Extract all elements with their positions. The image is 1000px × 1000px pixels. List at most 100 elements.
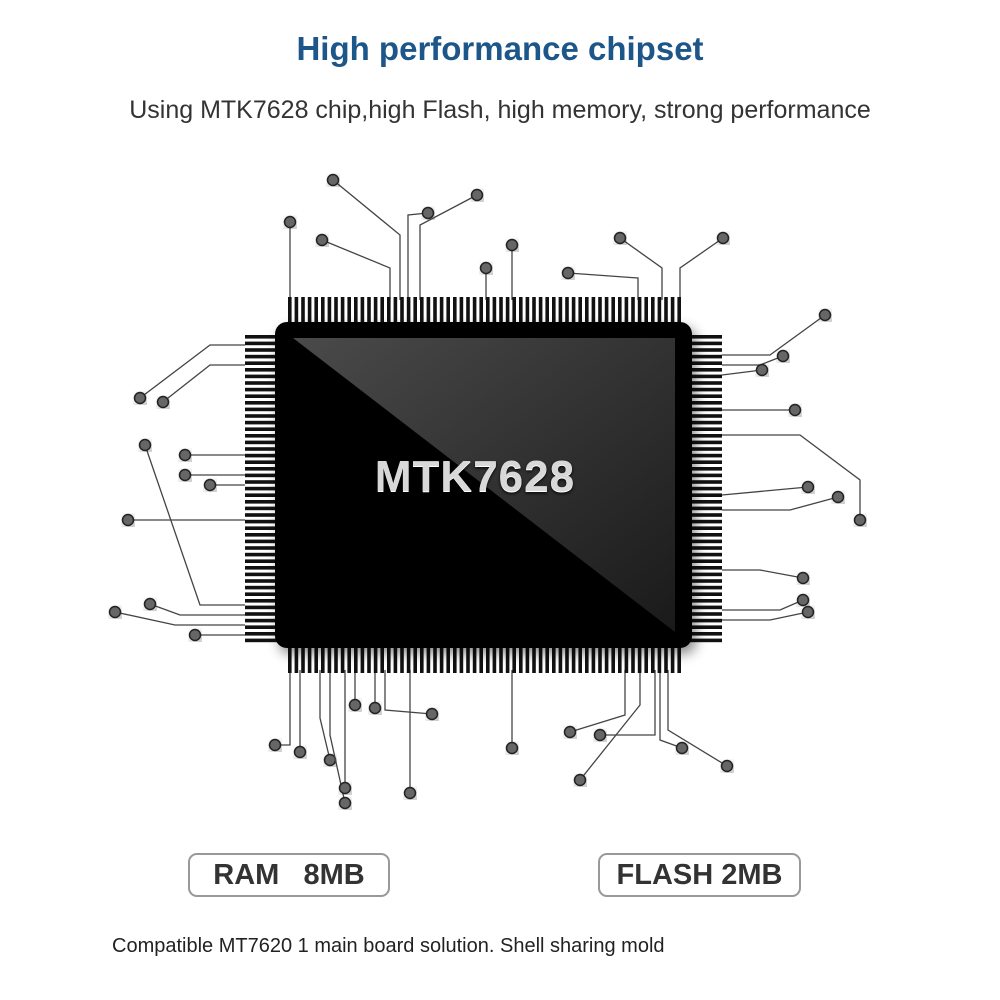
chip-pin — [571, 646, 576, 673]
chip-pin — [314, 297, 318, 324]
chip-pin — [245, 500, 277, 504]
circuit-trace — [275, 670, 291, 746]
trace-node — [108, 605, 122, 619]
trace-node — [315, 233, 329, 247]
chip-pin — [245, 427, 277, 431]
circuit-trace — [569, 670, 626, 733]
chip-pin — [245, 394, 277, 398]
chip-pin — [538, 297, 543, 324]
trace-node — [323, 753, 337, 767]
chip-pin — [690, 539, 722, 544]
chip-pin — [245, 387, 277, 392]
chip-pin — [245, 473, 277, 478]
chip-pin — [367, 297, 371, 324]
chip-pin — [245, 381, 277, 385]
chip-pin — [245, 572, 277, 577]
chip-pin — [288, 646, 292, 673]
circuit-trace — [722, 611, 809, 621]
chip-pin — [245, 513, 277, 517]
chip-pin — [288, 297, 292, 324]
chip-pin — [492, 297, 497, 324]
chip-pin — [245, 420, 277, 425]
chip-pin — [486, 297, 490, 324]
chip-pin — [552, 297, 556, 324]
chip-pin — [558, 297, 563, 324]
chip-pin — [690, 341, 722, 346]
ram-spec-badge: RAM 8MB — [188, 853, 390, 897]
chip-pin — [459, 646, 464, 673]
chip-pin — [690, 401, 722, 405]
chip-pin — [245, 440, 277, 445]
circuit-trace — [162, 364, 245, 403]
chip-pin — [690, 381, 722, 385]
chip-pin — [245, 467, 277, 471]
chip-pin — [657, 297, 662, 324]
chip-pin — [690, 506, 722, 511]
chip-pin — [433, 646, 437, 673]
chip-pin — [631, 297, 635, 324]
chip-pin — [245, 559, 277, 563]
chip-pin — [245, 625, 277, 629]
chip-pin — [611, 297, 615, 324]
chip-pin — [245, 585, 277, 590]
chip-pin — [360, 646, 365, 673]
chip-pin — [690, 434, 722, 438]
chip-pins — [245, 297, 722, 673]
chip-pin — [505, 297, 510, 324]
chip-pin — [245, 533, 277, 537]
chip-pin — [387, 297, 391, 324]
trace-node — [561, 266, 575, 280]
chip-pin — [245, 605, 277, 610]
chip-pin — [499, 297, 503, 324]
page-title: High performance chipset — [296, 30, 704, 67]
chip-pin — [624, 297, 629, 324]
chip-pin — [439, 646, 444, 673]
circuit-trace — [679, 237, 724, 300]
trace-node — [203, 478, 217, 492]
circuit-trace — [722, 599, 804, 611]
trace-node — [796, 593, 810, 607]
trace-node — [421, 206, 435, 220]
chip-pin — [598, 646, 602, 673]
chip-pin — [690, 592, 722, 596]
trace-node — [188, 628, 202, 642]
chip-pin — [466, 297, 470, 324]
chip-pin — [690, 394, 722, 398]
chip-pin — [532, 297, 536, 324]
chip-pin — [245, 539, 277, 544]
chip-pin — [525, 297, 530, 324]
chip-pin — [690, 618, 722, 623]
chip-pin — [690, 638, 722, 643]
chip-pin — [690, 526, 722, 530]
trace-node — [613, 231, 627, 245]
circuit-trace — [384, 670, 433, 715]
chip-pin — [690, 473, 722, 478]
chip-pin — [245, 414, 277, 418]
circuit-trace — [407, 212, 429, 300]
circuit-trace — [721, 369, 763, 376]
chip-pin — [245, 374, 277, 379]
chip-pin — [690, 420, 722, 425]
chip-pin — [433, 297, 437, 324]
chip-pin — [245, 335, 277, 339]
circuit-trace — [722, 314, 826, 356]
chip-pin — [492, 646, 497, 673]
chip-pin — [245, 519, 277, 524]
chip-pin — [400, 297, 404, 324]
circuit-trace — [332, 179, 401, 300]
chip-pin — [690, 546, 722, 550]
chip-pin — [459, 297, 464, 324]
chip-pin — [651, 297, 655, 324]
chip-pin — [637, 297, 642, 324]
chip-pin — [611, 646, 615, 673]
chip-pin — [294, 646, 299, 673]
chip-pin — [690, 493, 722, 497]
chip-pin — [585, 646, 589, 673]
chip-pin — [578, 297, 582, 324]
chip-pin — [406, 646, 411, 673]
trace-node — [776, 349, 790, 363]
chip-pin — [552, 646, 556, 673]
trace-node — [818, 308, 832, 322]
circuit-trace — [722, 434, 861, 520]
chip-pin — [690, 453, 722, 458]
